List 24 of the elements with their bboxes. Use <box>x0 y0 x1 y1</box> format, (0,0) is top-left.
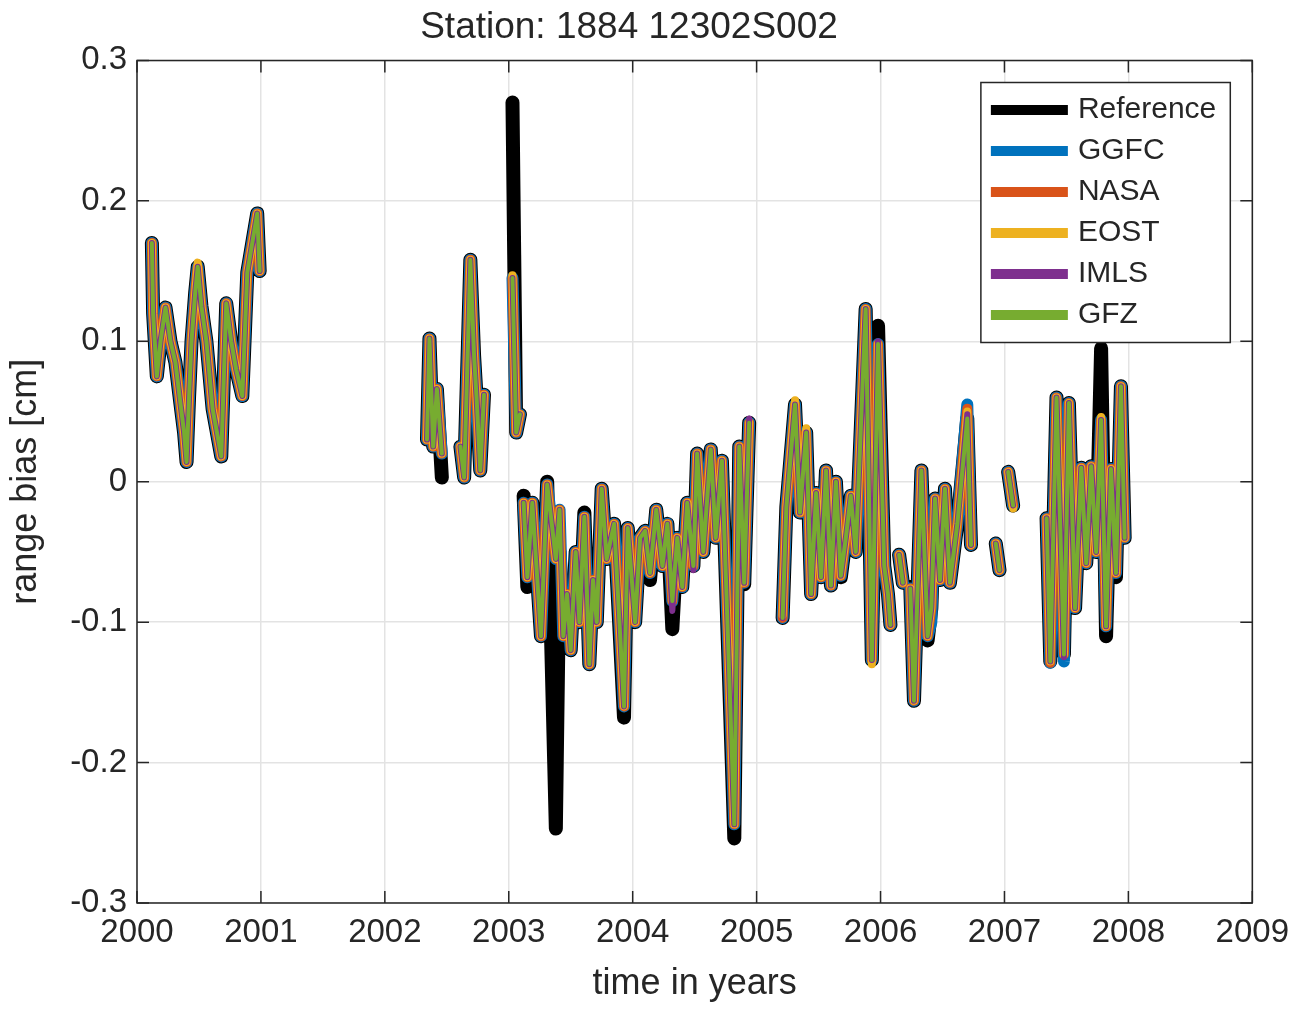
y-tick-label: -0.2 <box>70 741 127 779</box>
legend-label: GGFC <box>1077 132 1165 166</box>
legend-label: NASA <box>1077 173 1160 207</box>
x-axis-title: time in years <box>592 961 797 1003</box>
chart-title: Station: 1884 12302S002 <box>420 5 838 47</box>
y-tick-label: -0.1 <box>70 601 127 639</box>
legend-label: GFZ <box>1077 296 1138 330</box>
x-tick-label: 2004 <box>595 911 670 949</box>
y-tick-label: 0.2 <box>81 179 127 217</box>
y-tick-label: 0 <box>108 460 127 498</box>
x-tick-label: 2002 <box>348 911 422 949</box>
x-tick-label: 2001 <box>224 911 298 949</box>
legend-label: IMLS <box>1077 255 1148 289</box>
x-tick-label: 2006 <box>843 911 918 949</box>
x-tick-label: 2003 <box>472 911 546 949</box>
y-axis-title: range bias [cm] <box>2 358 44 605</box>
x-tick-label: 2008 <box>1091 911 1166 949</box>
legend-label: Reference <box>1077 91 1217 125</box>
y-tick-label: 0.3 <box>81 39 127 77</box>
x-tick-label: 2007 <box>967 911 1042 949</box>
y-tick-label: 0.1 <box>81 320 127 358</box>
x-tick-label: 2009 <box>1215 911 1289 949</box>
legend-label: EOST <box>1077 214 1160 248</box>
x-tick-label: 2005 <box>719 911 794 949</box>
